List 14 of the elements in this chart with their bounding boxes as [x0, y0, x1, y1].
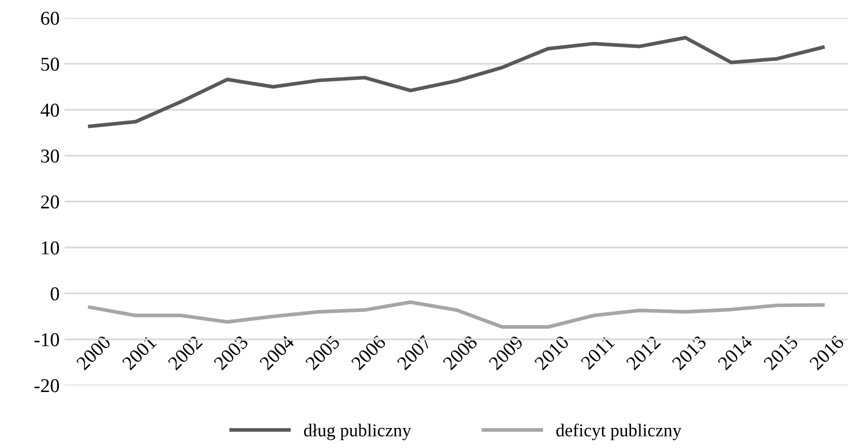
- y-tick-label: 10: [42, 241, 59, 254]
- y-tick-label: 20: [41, 195, 59, 209]
- y-tick-label: 40: [40, 104, 59, 117]
- y-tick-label: -10: [34, 333, 59, 346]
- y-tick-label: 50: [41, 58, 59, 71]
- line-series: [88, 300, 825, 329]
- y-tick-label: 30: [41, 149, 59, 163]
- line-series: [88, 36, 825, 128]
- legend-label: deficyt publiczny: [556, 424, 682, 440]
- y-tick-label: -20: [34, 379, 59, 392]
- legend-label: dług publiczny: [304, 424, 412, 440]
- y-tick-label: 60: [41, 12, 59, 25]
- x-tick-label: 2011: [580, 335, 616, 370]
- y-tick-label: 0: [50, 287, 59, 300]
